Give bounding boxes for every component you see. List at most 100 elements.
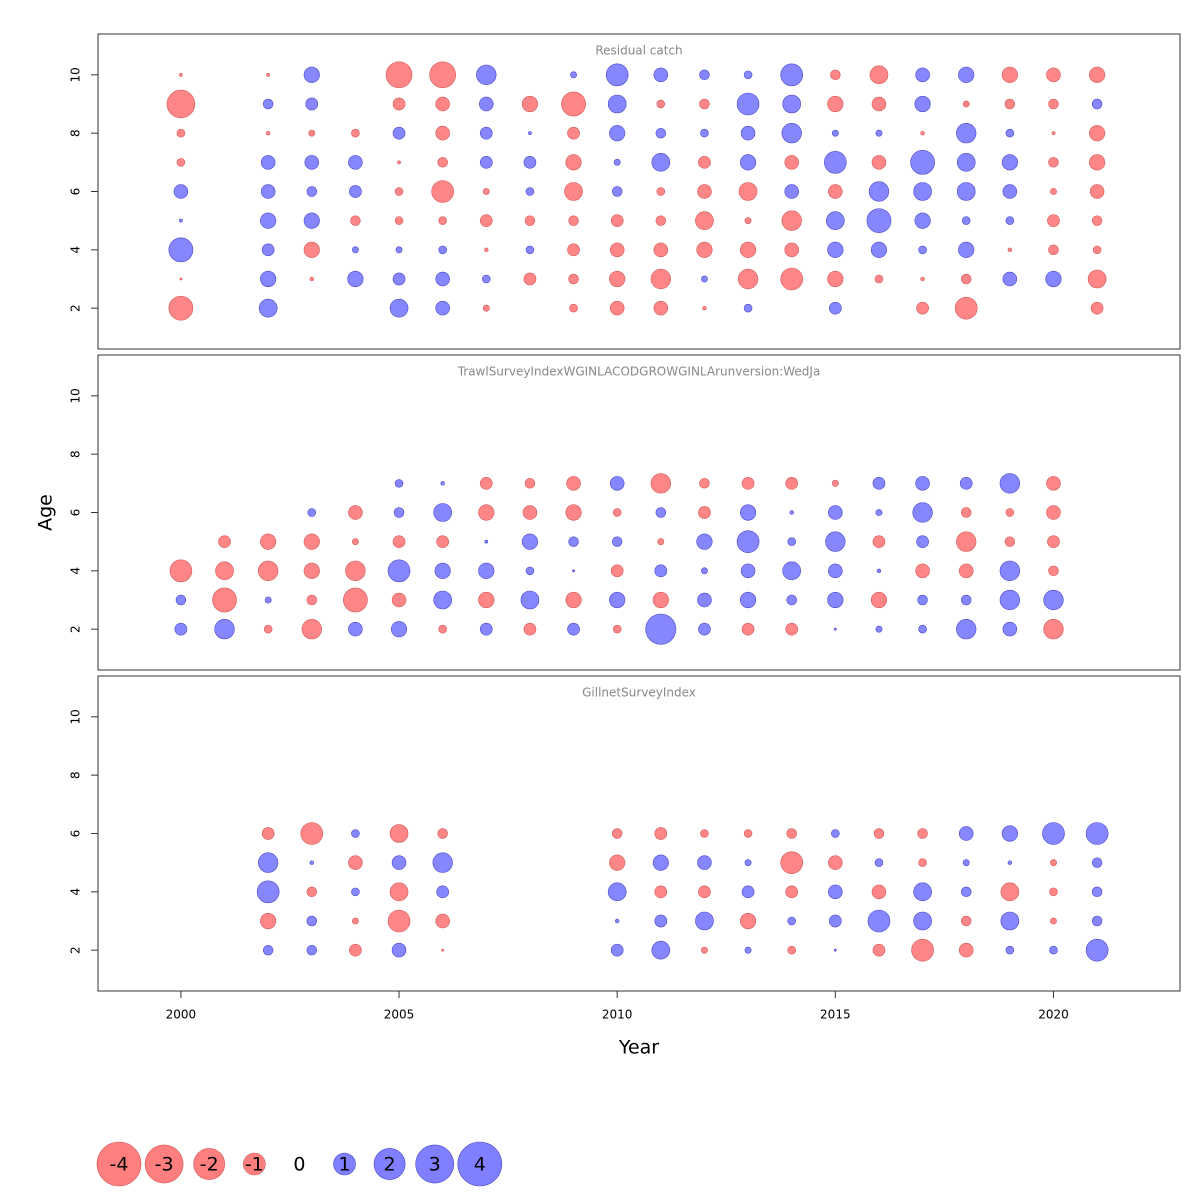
residual-bubble	[826, 211, 845, 230]
residual-bubble	[645, 613, 677, 645]
residual-bubble	[610, 214, 624, 227]
residual-bubble	[652, 854, 669, 871]
residual-bubble	[1047, 535, 1060, 548]
residual-bubble	[176, 128, 186, 138]
residual-bubble	[956, 153, 976, 172]
residual-bubble	[780, 267, 804, 291]
residual-bubble	[385, 61, 413, 89]
residual-bubble	[266, 72, 271, 77]
residual-bubble	[960, 594, 972, 606]
residual-bubble	[479, 477, 493, 490]
residual-bubble	[436, 535, 449, 548]
residual-bubble	[786, 828, 797, 839]
residual-bubble	[1091, 915, 1103, 927]
legend-bubble	[333, 1152, 356, 1176]
residual-bubble	[652, 591, 669, 609]
residual-bubble	[392, 126, 406, 140]
residual-bubble	[828, 884, 843, 900]
residual-bubble	[394, 479, 404, 488]
legend-label: 0	[293, 1154, 305, 1176]
residual-bubble	[433, 590, 452, 610]
residual-bubble	[435, 913, 450, 929]
residual-bubble	[391, 592, 407, 608]
residual-bubble	[918, 245, 927, 255]
residual-bubble	[870, 241, 888, 258]
residual-bubble	[655, 215, 667, 226]
residual-bubble	[260, 155, 276, 170]
residual-bubble	[831, 479, 839, 487]
residual-bubble	[866, 208, 892, 234]
residual-bubble	[824, 151, 847, 174]
residual-bubble	[260, 533, 277, 550]
residual-bubble	[870, 591, 888, 609]
residual-bubble	[391, 855, 407, 870]
residual-bubble	[565, 504, 582, 521]
legend-bubble	[415, 1144, 455, 1184]
y-tick-label: 6	[69, 830, 83, 838]
residual-bubble	[740, 125, 756, 141]
residual-bubble	[484, 247, 489, 253]
residual-bubble	[875, 625, 883, 633]
residual-bubble	[564, 182, 583, 201]
residual-bubble	[916, 535, 929, 548]
residual-bubble	[1042, 822, 1065, 845]
residual-bubble	[1048, 565, 1059, 577]
residual-bubble	[872, 943, 886, 957]
residual-bubble	[699, 478, 710, 489]
residual-bubble	[351, 128, 360, 138]
legend-bubble	[144, 1144, 184, 1184]
residual-bubble	[653, 67, 669, 83]
residual-bubble	[352, 246, 359, 254]
residual-bubble	[1005, 128, 1015, 138]
residual-bubble	[349, 185, 362, 198]
residual-bubble	[437, 157, 448, 168]
residual-bubble	[1048, 157, 1059, 168]
residual-bubble	[697, 855, 712, 870]
residual-bubble	[389, 298, 409, 318]
residual-bubble	[176, 158, 186, 167]
residual-bubble	[605, 63, 629, 87]
residual-bubble	[654, 564, 668, 578]
residual-bubble	[1050, 188, 1057, 195]
residual-bubble	[479, 126, 493, 140]
residual-bubble	[960, 273, 972, 285]
residual-bubble	[696, 241, 713, 258]
y-tick-label: 6	[69, 509, 83, 517]
residual-bubble	[739, 241, 757, 258]
residual-bubble	[789, 510, 794, 515]
residual-bubble	[999, 473, 1020, 494]
residual-bubble	[568, 536, 579, 547]
residual-bubble	[868, 181, 890, 202]
residual-bubble	[784, 184, 799, 199]
legend-label: -1	[245, 1154, 264, 1176]
residual-bubble	[479, 214, 493, 227]
residual-bubble	[958, 942, 974, 958]
residual-bubble	[482, 304, 490, 312]
residual-bubble	[650, 268, 671, 290]
residual-bubble	[910, 149, 935, 175]
residual-bubble	[348, 155, 363, 170]
panel-title: TrawlSurveyIndexWGINLACODGROWGINLArunver…	[457, 365, 821, 379]
residual-bubble	[349, 943, 362, 957]
residual-bubble	[875, 509, 883, 516]
residual-bubble	[916, 301, 929, 315]
residual-bubble	[438, 216, 447, 225]
residual-bubble	[1085, 822, 1109, 845]
residual-bubble	[785, 622, 799, 636]
residual-bubble	[173, 184, 189, 199]
residual-bubble	[479, 622, 493, 636]
panel-title: GillnetSurveyIndex	[582, 686, 696, 700]
residual-bubble	[1049, 887, 1058, 897]
y-axis-label: Age	[35, 494, 57, 531]
residual-bubble	[828, 855, 843, 870]
residual-bubble	[303, 66, 320, 83]
x-tick-label: 2000	[166, 1008, 197, 1022]
residual-bubble	[871, 884, 887, 900]
residual-bubble	[174, 622, 188, 636]
residual-bubble	[874, 858, 884, 867]
residual-bubble	[1089, 66, 1106, 83]
residual-bubble	[307, 508, 317, 517]
residual-bubble	[1051, 131, 1056, 136]
residual-bubble	[1050, 859, 1057, 867]
residual-bubble	[961, 216, 971, 225]
